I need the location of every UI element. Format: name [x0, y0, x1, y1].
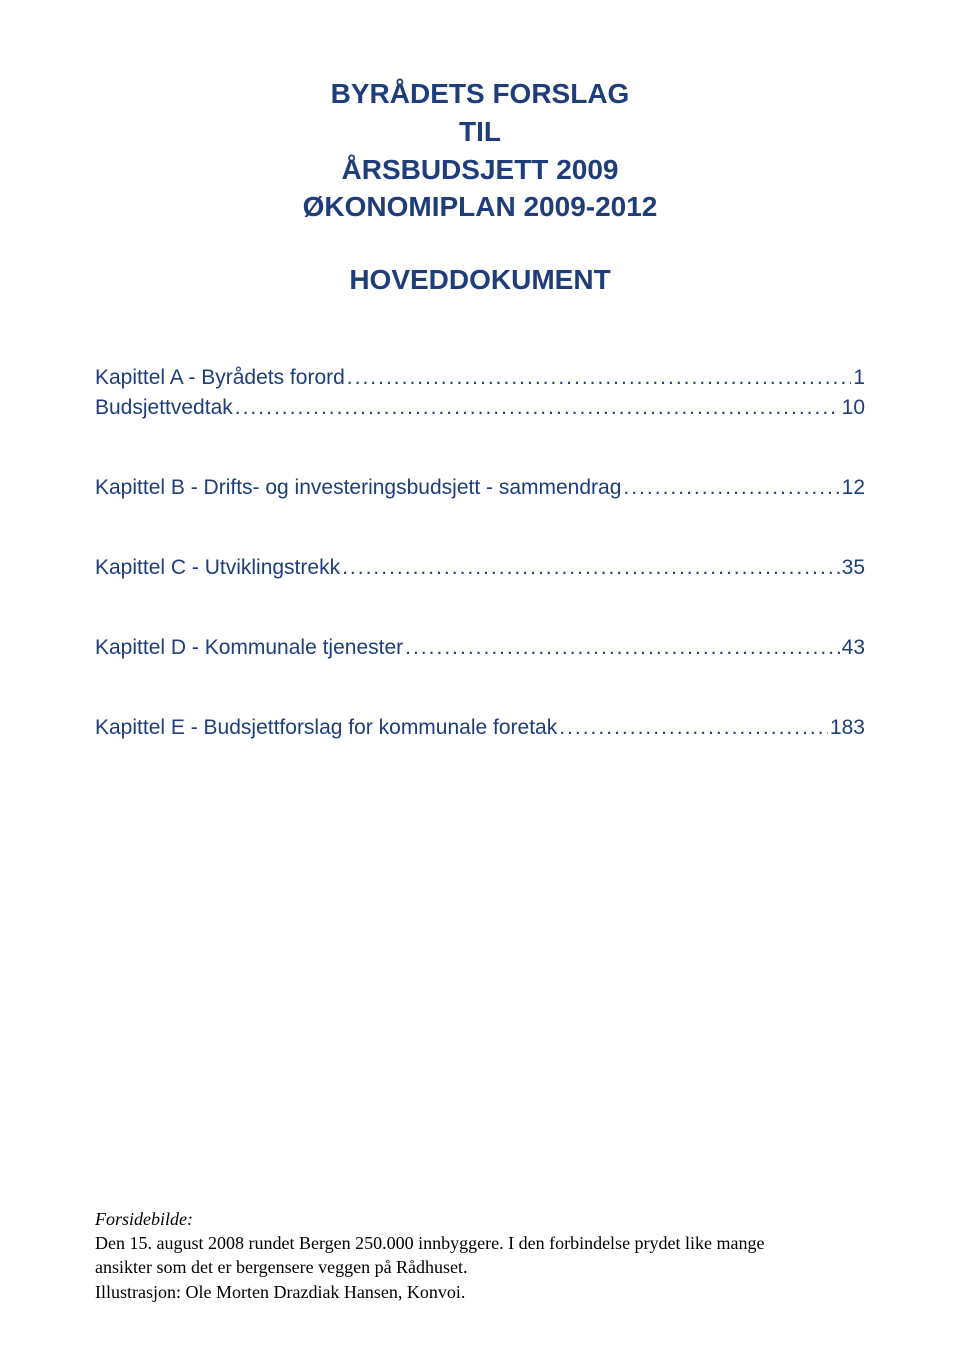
- toc-item: Kapittel A - Byrådets forord............…: [95, 366, 865, 390]
- toc-leader-dots: ........................................…: [623, 476, 839, 500]
- footer-text-2: ansikter som det er bergensere veggen på…: [95, 1257, 468, 1277]
- toc-page-number: 12: [842, 476, 865, 500]
- toc-label: Kapittel C - Utviklingstrekk: [95, 556, 340, 580]
- footer-label: Forsidebilde:: [95, 1209, 193, 1229]
- document-subtitle: HOVEDDOKUMENT: [95, 264, 865, 296]
- title-line-2: TIL: [95, 113, 865, 151]
- toc-spacer: [95, 660, 865, 716]
- toc-item: Kapittel C - Utviklingstrekk............…: [95, 556, 865, 580]
- toc-spacer: [95, 420, 865, 476]
- title-line-3: ÅRSBUDSJETT 2009: [95, 151, 865, 189]
- toc-label: Kapittel A - Byrådets forord: [95, 366, 345, 390]
- title-line-1: BYRÅDETS FORSLAG: [95, 75, 865, 113]
- toc-label: Kapittel B - Drifts- og investeringsbuds…: [95, 476, 621, 500]
- toc-item: Budsjettvedtak..........................…: [95, 396, 865, 420]
- toc-spacer: [95, 500, 865, 556]
- table-of-contents: Kapittel A - Byrådets forord............…: [95, 366, 865, 740]
- footer-note: Forsidebilde: Den 15. august 2008 rundet…: [95, 1207, 865, 1304]
- title-line-4: ØKONOMIPLAN 2009-2012: [95, 188, 865, 226]
- document-header: BYRÅDETS FORSLAG TIL ÅRSBUDSJETT 2009 ØK…: [95, 75, 865, 296]
- toc-label: Kapittel E - Budsjettforslag for kommuna…: [95, 716, 557, 740]
- toc-leader-dots: ........................................…: [347, 366, 852, 390]
- toc-label: Budsjettvedtak: [95, 396, 233, 420]
- toc-page-number: 10: [842, 396, 865, 420]
- toc-leader-dots: ........................................…: [235, 396, 840, 420]
- toc-item: Kapittel B - Drifts- og investeringsbuds…: [95, 476, 865, 500]
- toc-page-number: 1: [853, 366, 865, 390]
- toc-label: Kapittel D - Kommunale tjenester: [95, 636, 403, 660]
- footer-text-1: Den 15. august 2008 rundet Bergen 250.00…: [95, 1233, 765, 1253]
- toc-page-number: 43: [842, 636, 865, 660]
- toc-leader-dots: ........................................…: [559, 716, 828, 740]
- toc-spacer: [95, 580, 865, 636]
- toc-leader-dots: ........................................…: [405, 636, 840, 660]
- footer-text-3: Illustrasjon: Ole Morten Drazdiak Hansen…: [95, 1282, 465, 1302]
- toc-item: Kapittel E - Budsjettforslag for kommuna…: [95, 716, 865, 740]
- toc-page-number: 35: [842, 556, 865, 580]
- toc-item: Kapittel D - Kommunale tjenester........…: [95, 636, 865, 660]
- toc-leader-dots: ........................................…: [342, 556, 840, 580]
- toc-page-number: 183: [830, 716, 865, 740]
